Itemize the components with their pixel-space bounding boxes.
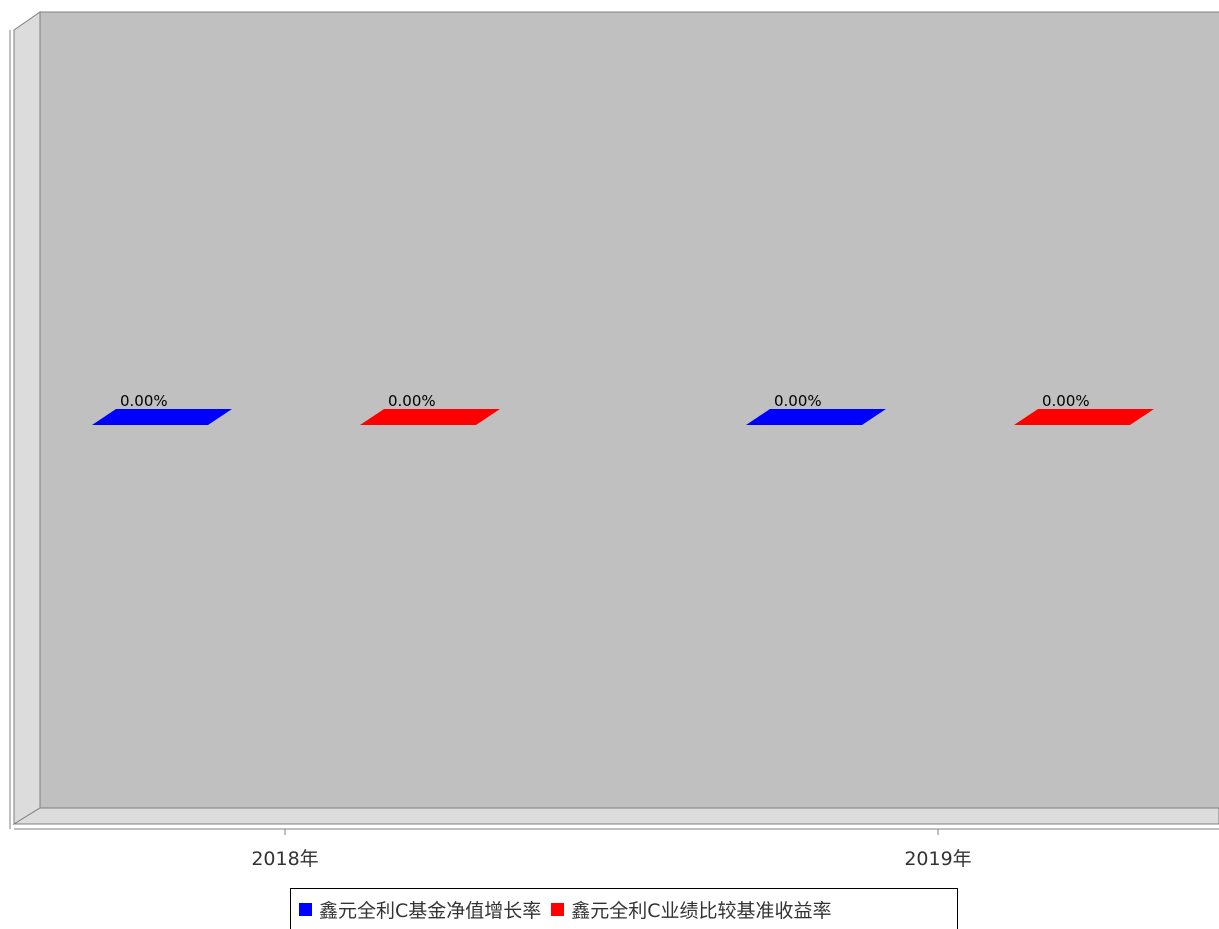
legend-item-series-1: 鑫元全利C基金净值增长率 — [299, 896, 541, 923]
bar-top-face — [746, 409, 886, 425]
legend-label-series-1: 鑫元全利C基金净值增长率 — [319, 899, 542, 922]
bar-top-face — [92, 409, 232, 425]
legend-swatch-red — [551, 902, 565, 916]
bar-data-label: 0.00% — [774, 392, 822, 410]
legend-swatch-blue — [299, 902, 312, 916]
legend: 鑫元全利C基金净值增长率 鑫元全利C业绩比较基准收益率 — [290, 888, 958, 929]
bar-data-label: 0.00% — [120, 392, 168, 410]
bar-data-label: 0.00% — [388, 392, 436, 410]
bar-2018年-series-2: 0.00% — [360, 392, 500, 425]
bar-data-label: 0.00% — [1042, 392, 1090, 410]
bar-top-face — [360, 409, 500, 425]
x-tick-label-2018: 2018年 — [251, 848, 318, 870]
x-tick-label-2019: 2019年 — [904, 848, 971, 870]
legend-label-series-2: 鑫元全利C业绩比较基准收益率 — [571, 899, 832, 922]
bar-2019年-series-1: 0.00% — [746, 392, 886, 425]
legend-item-series-2: 鑫元全利C业绩比较基准收益率 — [551, 896, 832, 923]
plot-left-wall — [13, 11, 41, 825]
plot-floor — [12, 807, 1219, 825]
bar-2018年-series-1: 0.00% — [92, 392, 232, 425]
bars-layer: 0.00% 0.00% 0.00% 0.00% — [92, 392, 1154, 425]
bar-2019年-series-2: 0.00% — [1014, 392, 1154, 425]
plot-back-wall — [39, 11, 1219, 809]
bar-top-face — [1014, 409, 1154, 425]
